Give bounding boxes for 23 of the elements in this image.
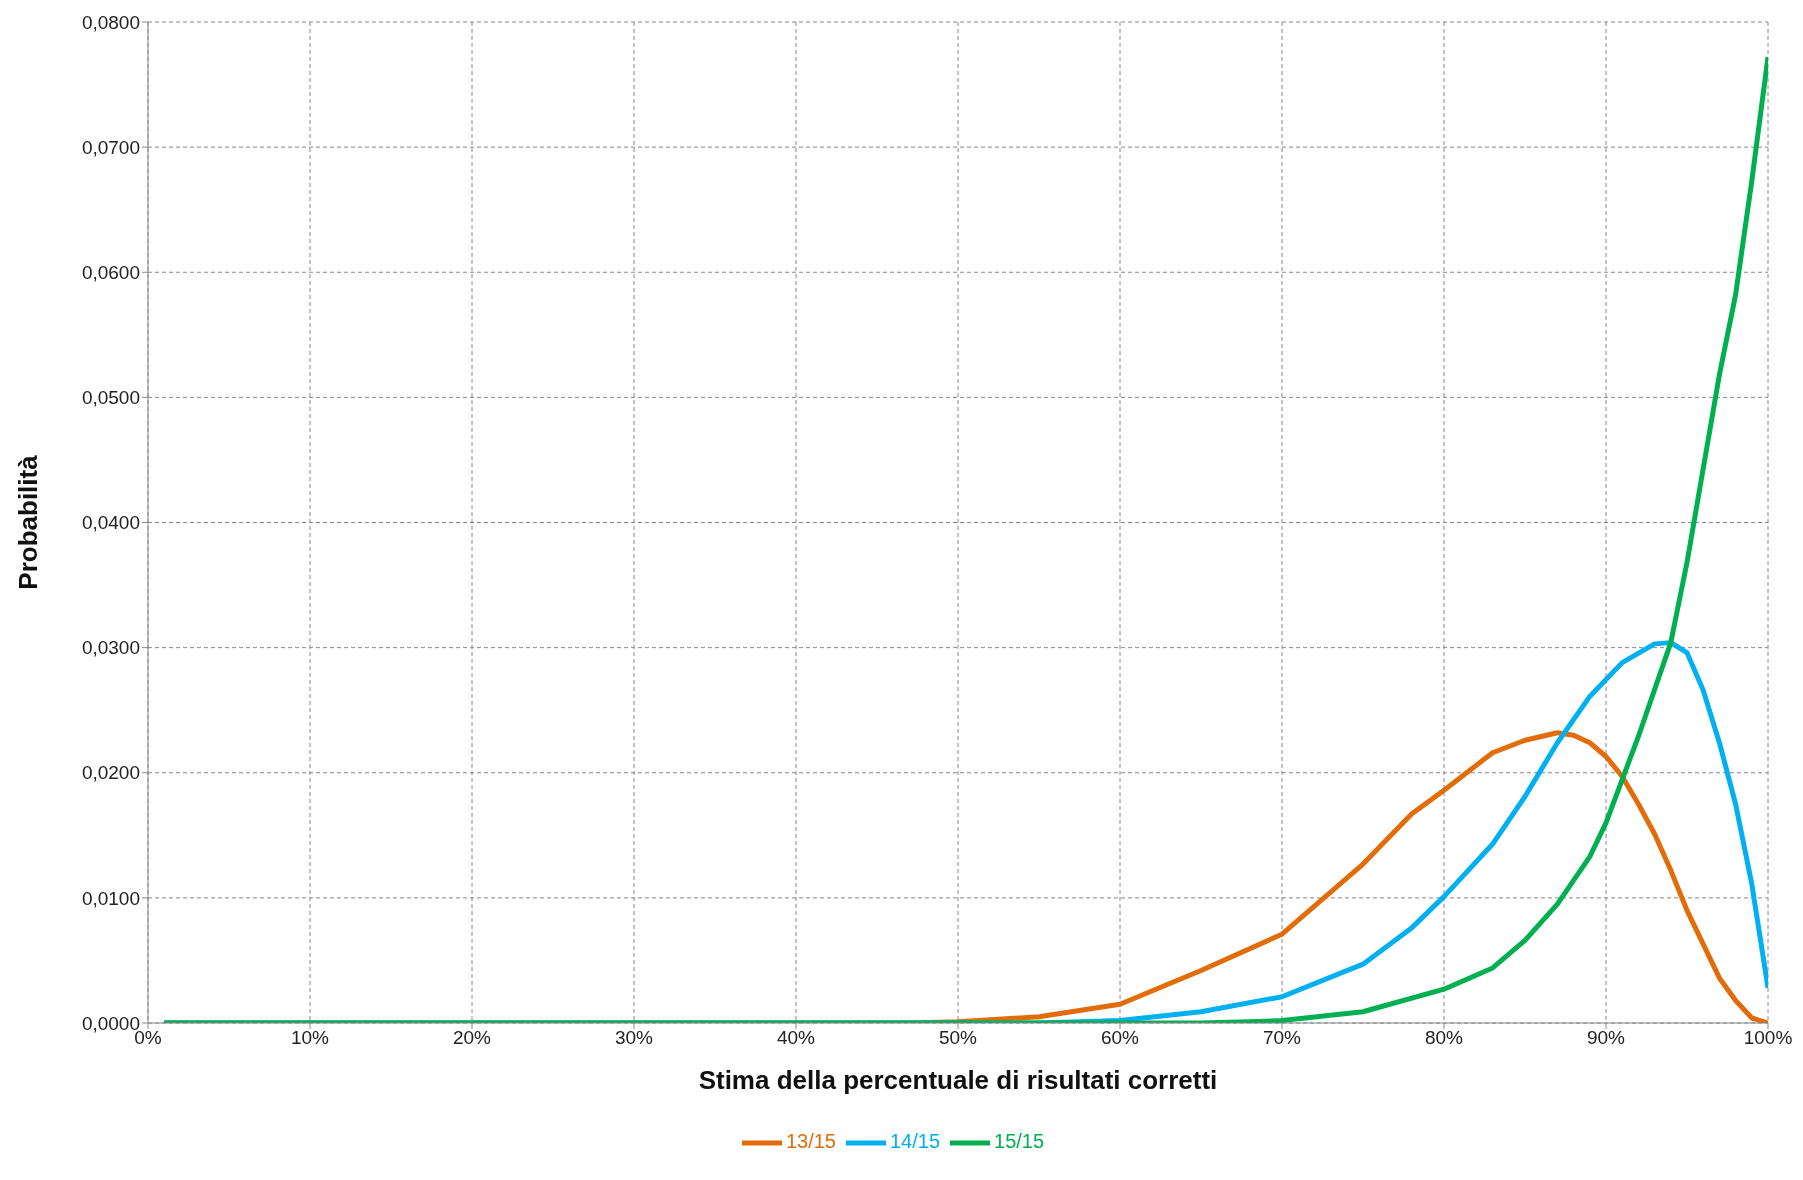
y-axis-title: Probabilità bbox=[13, 454, 44, 590]
x-tick-label: 20% bbox=[452, 1027, 492, 1049]
x-axis-title: Stima della percentuale di risultati corretti bbox=[698, 1065, 1218, 1095]
x-tick-label: 10% bbox=[290, 1027, 330, 1049]
y-tick-label: 0,0800 bbox=[81, 11, 140, 33]
y-tick-label: 0,0500 bbox=[81, 387, 140, 409]
x-tick-label: 100% bbox=[1743, 1027, 1793, 1049]
x-tick-label: 60% bbox=[1100, 1027, 1140, 1049]
x-tick-label: 50% bbox=[938, 1027, 978, 1049]
y-tick-label: 0,0100 bbox=[81, 887, 140, 909]
legend-label: 15/15 bbox=[994, 1130, 1045, 1153]
legend-label: 14/15 bbox=[889, 1130, 941, 1153]
y-tick-label: 0,0400 bbox=[81, 512, 140, 534]
y-tick-label: 0,0700 bbox=[81, 136, 140, 158]
legend-label: 13/15 bbox=[785, 1130, 836, 1153]
x-tick-label: 90% bbox=[1586, 1027, 1626, 1049]
y-tick-label: 0,0600 bbox=[81, 261, 140, 283]
y-tick-label: 0,0200 bbox=[81, 762, 140, 784]
x-tick-label: 30% bbox=[614, 1027, 654, 1049]
x-tick-label: 40% bbox=[776, 1027, 816, 1049]
x-tick-label: 80% bbox=[1424, 1027, 1464, 1049]
y-tick-label: 0,0300 bbox=[81, 637, 140, 659]
x-tick-label: 70% bbox=[1262, 1027, 1302, 1049]
